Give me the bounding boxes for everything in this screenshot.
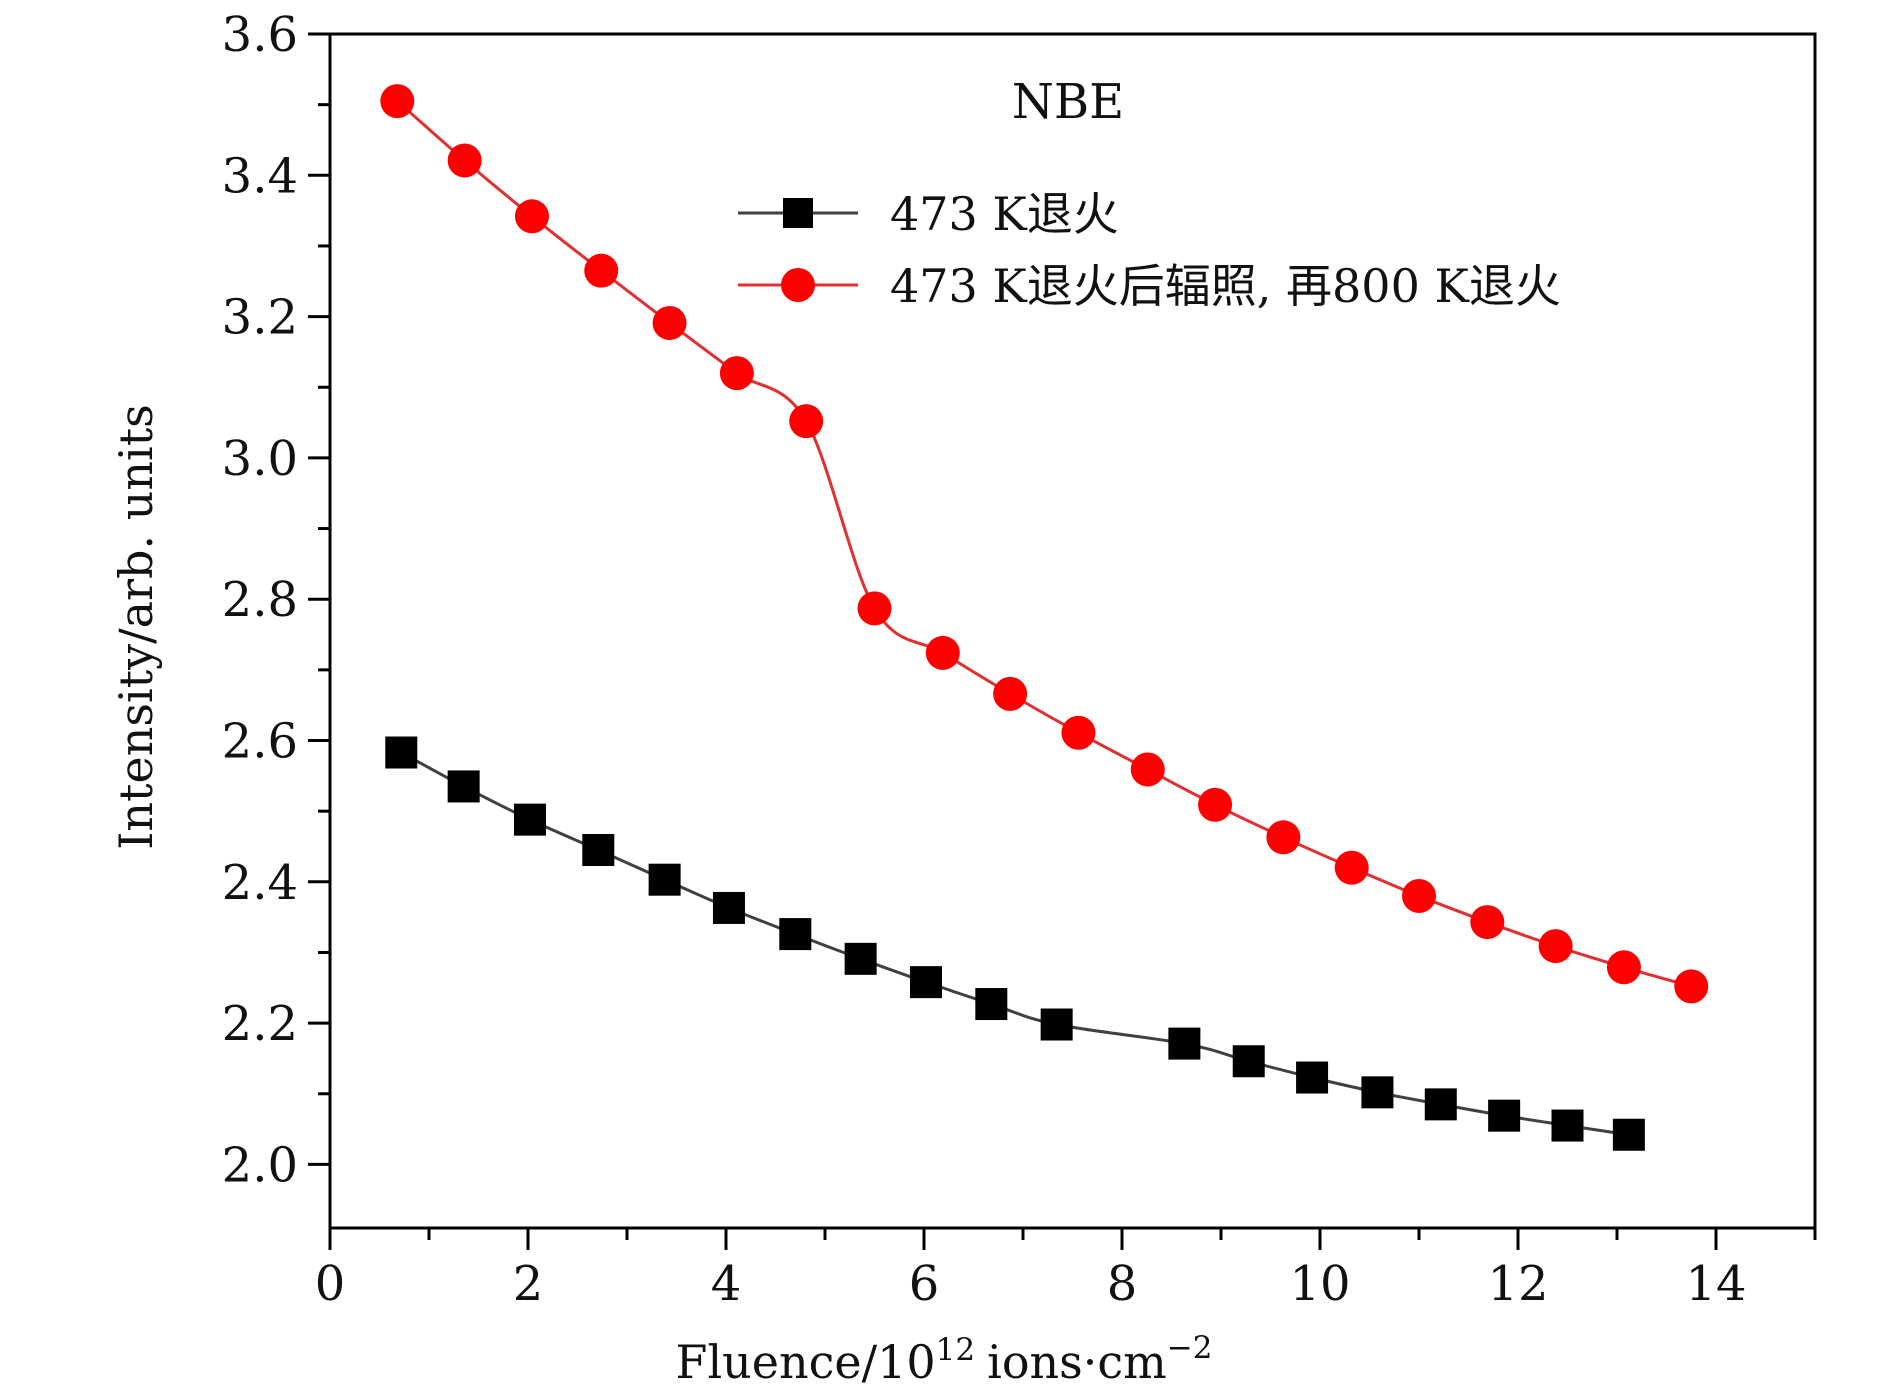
x-axis-label-units-superscript: −2: [1167, 1330, 1213, 1366]
y-axis-label: Intensity/arb. units: [109, 404, 163, 850]
y-tick-label-2.8: 2.8: [222, 572, 298, 628]
series-1-point-2: [513, 803, 546, 836]
y-tick-label-2.2: 2.2: [222, 996, 298, 1052]
series-2-point-12: [1198, 787, 1233, 822]
x-axis-label-superscript: 12: [936, 1332, 975, 1368]
series-2-point-8: [925, 635, 960, 670]
tick-labels: 0 2 4 6 8 10 12 14 2.0 2.2 2.4 2.6 2.8 3.0 3.2 3.4 3.6: [222, 7, 1747, 1312]
legend: 473 K退火 473 K退火后辐照, 再800 K退火: [738, 187, 1561, 313]
series-2-point-2: [514, 199, 549, 234]
series-2-point-7: [857, 591, 892, 626]
series-1-point-8: [909, 966, 942, 999]
series-2-point-6: [789, 404, 824, 439]
y-tick-label-2: 2.0: [222, 1137, 298, 1193]
x-tick-label-4: 4: [711, 1256, 742, 1312]
y-tick-label-3.4: 3.4: [222, 148, 298, 204]
x-tick-label-10: 10: [1289, 1256, 1350, 1312]
legend-label-series-2: 473 K退火后辐照, 再800 K退火: [890, 259, 1561, 313]
series-2-point-10: [1061, 715, 1096, 750]
x-tick-label-8: 8: [1107, 1256, 1138, 1312]
series-1-point-15: [1424, 1088, 1457, 1121]
series-2-point-15: [1402, 878, 1436, 913]
series-1-point-12: [1232, 1045, 1265, 1078]
series-1-point-6: [779, 918, 812, 951]
x-tick-label-14: 14: [1685, 1256, 1746, 1312]
series-1-point-1: [447, 770, 480, 803]
series-1-point-11: [1168, 1027, 1201, 1060]
series-1-point-13: [1296, 1061, 1329, 1094]
y-tick-label-2.4: 2.4: [222, 855, 298, 911]
x-tick-label-12: 12: [1487, 1256, 1548, 1312]
series-1-point-18: [1612, 1118, 1645, 1151]
series-2-point-3: [584, 253, 619, 288]
series-1-point-3: [582, 834, 615, 867]
plot-frame: [328, 32, 1817, 1230]
series-2-point-11: [1130, 752, 1165, 787]
x-axis-label-units: ions·cm: [987, 1335, 1167, 1389]
series-2-point-14: [1334, 850, 1369, 885]
legend-marker-circle: [781, 268, 815, 302]
series-1-point-14: [1361, 1076, 1394, 1109]
x-axis-label-main: Fluence/10: [676, 1335, 936, 1389]
y-tick-label-2.6: 2.6: [222, 714, 298, 770]
series-2-point-4: [652, 305, 687, 340]
legend-marker-square: [783, 198, 813, 228]
chart-title: NBE: [1012, 74, 1124, 130]
series-2-point-13: [1266, 820, 1301, 855]
series-2-point-16: [1470, 905, 1505, 940]
series-1-point-0: [385, 736, 418, 769]
series-2-point-17: [1538, 929, 1573, 964]
series-1-point-9: [975, 988, 1008, 1021]
axes: [308, 32, 1817, 1250]
series-1-point-7: [844, 942, 877, 975]
x-axis-label: Fluence/1012 ions·cm−2: [676, 1330, 1213, 1389]
series-2-point-19: [1674, 969, 1709, 1004]
series-markers: [380, 84, 1709, 1151]
x-tick-label-0: 0: [315, 1256, 346, 1312]
legend-label-series-1: 473 K退火: [890, 187, 1119, 241]
series-2-point-9: [993, 676, 1028, 711]
series-1-point-17: [1551, 1109, 1584, 1142]
series-2-point-1: [447, 143, 482, 178]
x-tick-label-6: 6: [909, 1256, 940, 1312]
series-2-point-0: [380, 84, 415, 119]
series-2-point-5: [719, 356, 754, 391]
series-1-point-16: [1488, 1099, 1521, 1132]
series-1-point-5: [712, 891, 745, 924]
series-1-point-4: [648, 863, 681, 896]
series-2-point-18: [1606, 950, 1641, 985]
y-tick-label-3: 3.0: [222, 431, 298, 487]
series-1-point-10: [1040, 1008, 1073, 1041]
x-tick-label-2: 2: [513, 1256, 544, 1312]
y-tick-label-3.2: 3.2: [222, 290, 298, 346]
y-tick-label-3.6: 3.6: [222, 7, 298, 63]
